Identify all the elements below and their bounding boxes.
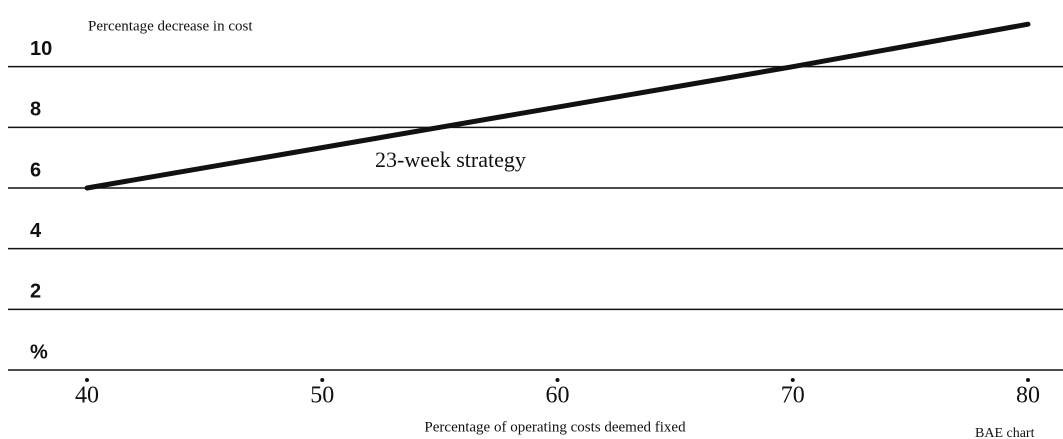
y-tick-label: 8 (30, 99, 41, 121)
x-tick-mark (85, 378, 89, 382)
data-line (84, 21, 1031, 191)
x-tick-label: 80 (1016, 383, 1040, 409)
x-tick-mark (790, 378, 795, 382)
x-tick-mark (1026, 378, 1030, 382)
x-tick-mark (320, 378, 325, 382)
x-tick-mark (555, 378, 560, 382)
annotation: 23-week strategy (375, 147, 526, 172)
source: BAE chart (975, 426, 1035, 439)
x-tick-label: 70 (781, 383, 805, 409)
chart-title: Percentage decrease in cost (88, 18, 253, 34)
x-tick-label: 50 (310, 383, 334, 409)
y-tick-label: 2 (30, 281, 41, 303)
x-tick-label: 60 (546, 383, 570, 409)
y-tick-label: % (30, 341, 48, 363)
y-tick-label: 6 (30, 159, 41, 181)
y-tick-label: 4 (30, 220, 42, 242)
x-axis-label: Percentage of operating costs deemed fix… (424, 419, 686, 435)
x-tick-label: 40 (75, 383, 99, 409)
y-tick-label: 10 (30, 38, 52, 60)
